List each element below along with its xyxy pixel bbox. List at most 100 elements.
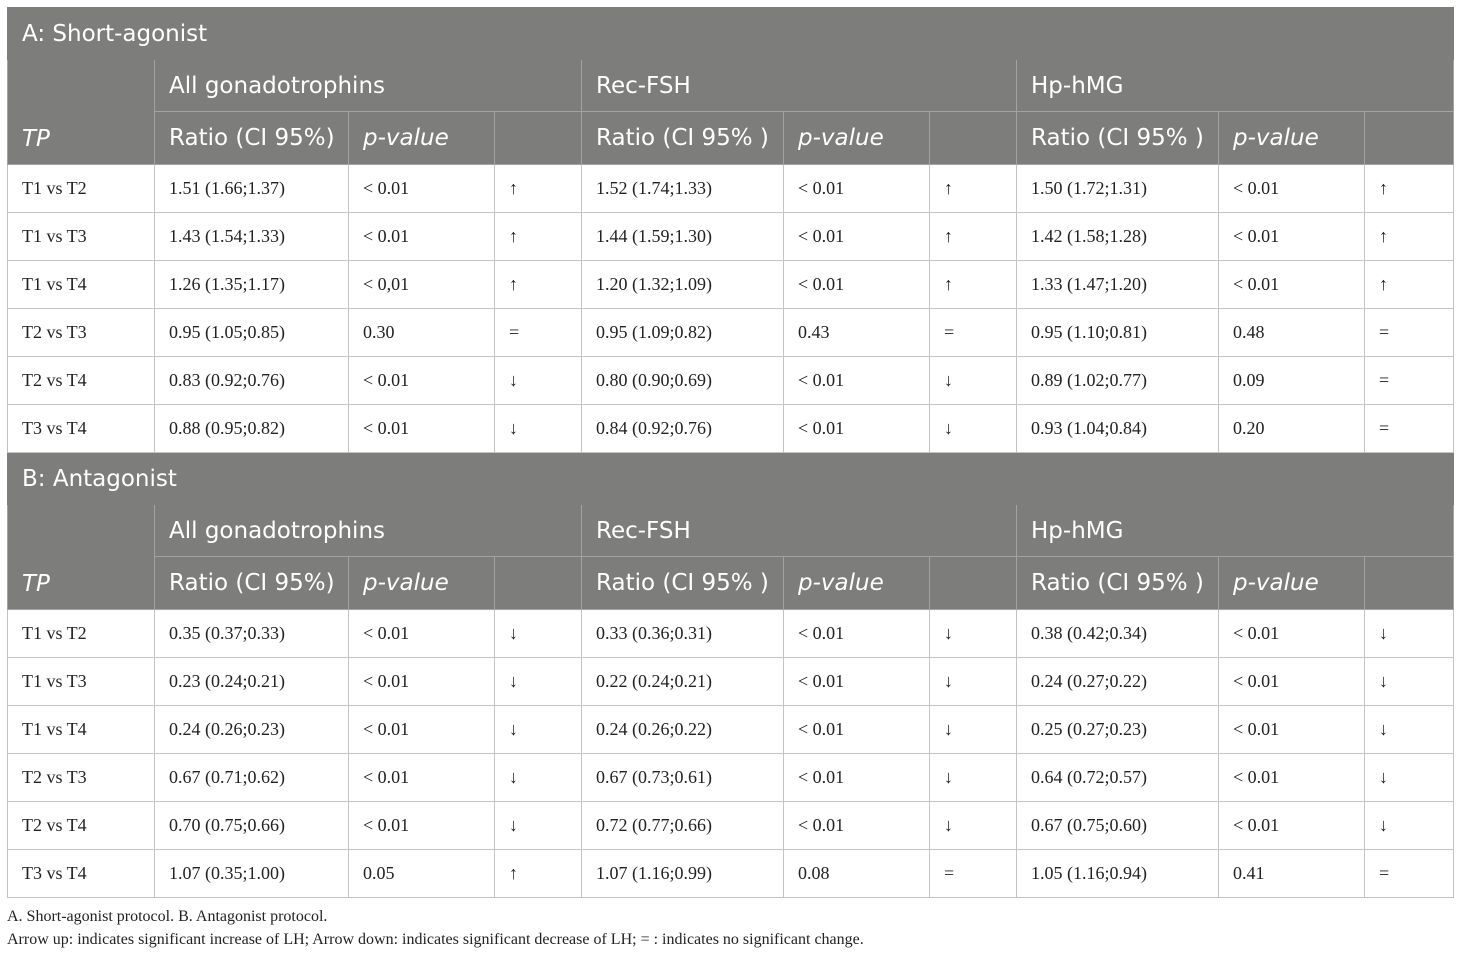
table-row: T3 vs T4 1.07 (0.35;1.00) 0.05 ↑ 1.07 (1.16;… bbox=[7, 849, 1454, 898]
trend-arrow-cell: ↓ bbox=[494, 609, 582, 658]
pvalue-cell: 0.30 bbox=[348, 308, 495, 357]
ratio-cell: 1.05 (1.16;0.94) bbox=[1016, 849, 1219, 898]
ratio-header: Ratio (CI 95%) bbox=[154, 556, 349, 610]
footnote-protocols: A. Short-agonist protocol. B. Antagonist… bbox=[7, 908, 328, 925]
trend-arrow-cell: ↑ bbox=[494, 212, 582, 261]
tp-cell: T2 vs T3 bbox=[7, 753, 155, 802]
pvalue-cell: < 0.01 bbox=[1218, 705, 1365, 754]
group-header: Hp-hMG bbox=[1016, 59, 1454, 112]
tp-cell: T2 vs T4 bbox=[7, 356, 155, 405]
trend-arrow-cell: ↑ bbox=[1364, 260, 1454, 309]
section-title: B: Antagonist bbox=[7, 452, 1454, 505]
ratio-cell: 0.24 (0.27;0.22) bbox=[1016, 657, 1219, 706]
table-row: T1 vs T3 0.23 (0.24;0.21) < 0.01 ↓ 0.22 (0.2… bbox=[7, 657, 1454, 706]
tp-cell: T1 vs T4 bbox=[7, 705, 155, 754]
pvalue-header: p-value bbox=[348, 111, 495, 165]
table-row: T2 vs T3 0.95 (1.05;0.85) 0.30 = 0.95 (1.09;… bbox=[7, 308, 1454, 357]
trend-arrow-cell: ↑ bbox=[929, 164, 1017, 213]
tp-cell: T1 vs T2 bbox=[7, 609, 155, 658]
ratio-cell: 0.70 (0.75;0.66) bbox=[154, 801, 349, 850]
trend-arrow-cell: ↓ bbox=[1364, 657, 1454, 706]
trend-header bbox=[1364, 111, 1454, 165]
pvalue-cell: < 0,01 bbox=[348, 260, 495, 309]
ratio-cell: 0.38 (0.42;0.34) bbox=[1016, 609, 1219, 658]
pvalue-cell: 0.43 bbox=[783, 308, 930, 357]
trend-arrow-cell: ↓ bbox=[929, 753, 1017, 802]
pvalue-cell: 0.48 bbox=[1218, 308, 1365, 357]
trend-arrow-cell: ↓ bbox=[929, 404, 1017, 453]
trend-arrow-cell: ↓ bbox=[494, 705, 582, 754]
pvalue-cell: < 0.01 bbox=[348, 705, 495, 754]
table-row: T1 vs T2 0.35 (0.37;0.33) < 0.01 ↓ 0.33 (0.3… bbox=[7, 609, 1454, 658]
tp-cell: T2 vs T3 bbox=[7, 308, 155, 357]
table-footnotes: A. Short-agonist protocol. B. Antagonist… bbox=[7, 905, 864, 951]
trend-header bbox=[494, 111, 582, 165]
trend-arrow-cell: = bbox=[1364, 849, 1454, 898]
pvalue-cell: < 0.01 bbox=[348, 609, 495, 658]
pvalue-cell: 0.41 bbox=[1218, 849, 1365, 898]
ratio-cell: 1.07 (0.35;1.00) bbox=[154, 849, 349, 898]
pvalue-cell: < 0.01 bbox=[348, 657, 495, 706]
trend-arrow-cell: ↑ bbox=[929, 260, 1017, 309]
pvalue-header: p-value bbox=[1218, 556, 1365, 610]
group-header: All gonadotrophins bbox=[154, 504, 582, 557]
trend-arrow-cell: ↓ bbox=[1364, 753, 1454, 802]
pvalue-cell: < 0.01 bbox=[783, 164, 930, 213]
pvalue-cell: 0.09 bbox=[1218, 356, 1365, 405]
trend-arrow-cell: ↑ bbox=[929, 212, 1017, 261]
pvalue-cell: < 0.01 bbox=[1218, 260, 1365, 309]
section-title: A: Short-agonist bbox=[7, 7, 1454, 60]
pvalue-cell: < 0.01 bbox=[783, 404, 930, 453]
section-title-row: A: Short-agonist bbox=[7, 7, 1454, 60]
sub-header-row: Ratio (CI 95%) p-value Ratio (CI 95% ) p-va… bbox=[8, 556, 1454, 610]
ratio-header: Ratio (CI 95% ) bbox=[581, 556, 784, 610]
table-row: T2 vs T4 0.83 (0.92;0.76) < 0.01 ↓ 0.80 (0.9… bbox=[7, 356, 1454, 405]
trend-arrow-cell: ↓ bbox=[494, 657, 582, 706]
trend-arrow-cell: ↓ bbox=[1364, 705, 1454, 754]
ratio-header: Ratio (CI 95% ) bbox=[1016, 111, 1219, 165]
pvalue-cell: < 0.01 bbox=[348, 801, 495, 850]
trend-arrow-cell: ↓ bbox=[494, 753, 582, 802]
trend-arrow-cell: ↓ bbox=[1364, 609, 1454, 658]
group-header-row: TP All gonadotrophins Rec-FSH Hp-hMG bbox=[7, 59, 1454, 165]
pvalue-cell: < 0.01 bbox=[1218, 801, 1365, 850]
tp-cell: T3 vs T4 bbox=[7, 849, 155, 898]
ratio-cell: 0.80 (0.90;0.69) bbox=[581, 356, 784, 405]
footnote-arrow-legend: Arrow up: indicates significant increase… bbox=[7, 931, 864, 948]
ratio-cell: 0.33 (0.36;0.31) bbox=[581, 609, 784, 658]
table-row: T1 vs T4 1.26 (1.35;1.17) < 0,01 ↑ 1.20 (1.3… bbox=[7, 260, 1454, 309]
ratio-cell: 0.93 (1.04;0.84) bbox=[1016, 404, 1219, 453]
ratio-cell: 0.84 (0.92;0.76) bbox=[581, 404, 784, 453]
trend-header bbox=[1364, 556, 1454, 610]
pvalue-cell: < 0.01 bbox=[1218, 212, 1365, 261]
ratio-cell: 0.67 (0.73;0.61) bbox=[581, 753, 784, 802]
table-row: T2 vs T4 0.70 (0.75;0.66) < 0.01 ↓ 0.72 (0.7… bbox=[7, 801, 1454, 850]
trend-header bbox=[929, 556, 1017, 610]
pvalue-cell: < 0.01 bbox=[348, 753, 495, 802]
ratio-cell: 0.64 (0.72;0.57) bbox=[1016, 753, 1219, 802]
trend-arrow-cell: = bbox=[929, 308, 1017, 357]
tp-cell: T3 vs T4 bbox=[7, 404, 155, 453]
pvalue-header: p-value bbox=[348, 556, 495, 610]
ratio-cell: 0.35 (0.37;0.33) bbox=[154, 609, 349, 658]
pvalue-cell: < 0.01 bbox=[348, 164, 495, 213]
pvalue-cell: < 0.01 bbox=[1218, 609, 1365, 658]
table-row: T1 vs T3 1.43 (1.54;1.33) < 0.01 ↑ 1.44 (1.5… bbox=[7, 212, 1454, 261]
trend-arrow-cell: ↓ bbox=[494, 356, 582, 405]
trend-arrow-cell: = bbox=[494, 308, 582, 357]
pvalue-cell: 0.20 bbox=[1218, 404, 1365, 453]
pvalue-cell: < 0.01 bbox=[1218, 753, 1365, 802]
ratio-cell: 1.42 (1.58;1.28) bbox=[1016, 212, 1219, 261]
ratio-cell: 0.67 (0.71;0.62) bbox=[154, 753, 349, 802]
trend-arrow-cell: = bbox=[1364, 404, 1454, 453]
pvalue-cell: < 0.01 bbox=[348, 212, 495, 261]
ratio-header: Ratio (CI 95% ) bbox=[581, 111, 784, 165]
ratio-header: Ratio (CI 95% ) bbox=[1016, 556, 1219, 610]
group-header: Rec-FSH bbox=[581, 59, 1017, 112]
pvalue-cell: < 0.01 bbox=[783, 212, 930, 261]
ratio-cell: 0.89 (1.02;0.77) bbox=[1016, 356, 1219, 405]
ratio-cell: 0.72 (0.77;0.66) bbox=[581, 801, 784, 850]
ratio-cell: 1.51 (1.66;1.37) bbox=[154, 164, 349, 213]
trend-arrow-cell: ↓ bbox=[929, 705, 1017, 754]
ratio-cell: 0.95 (1.05;0.85) bbox=[154, 308, 349, 357]
